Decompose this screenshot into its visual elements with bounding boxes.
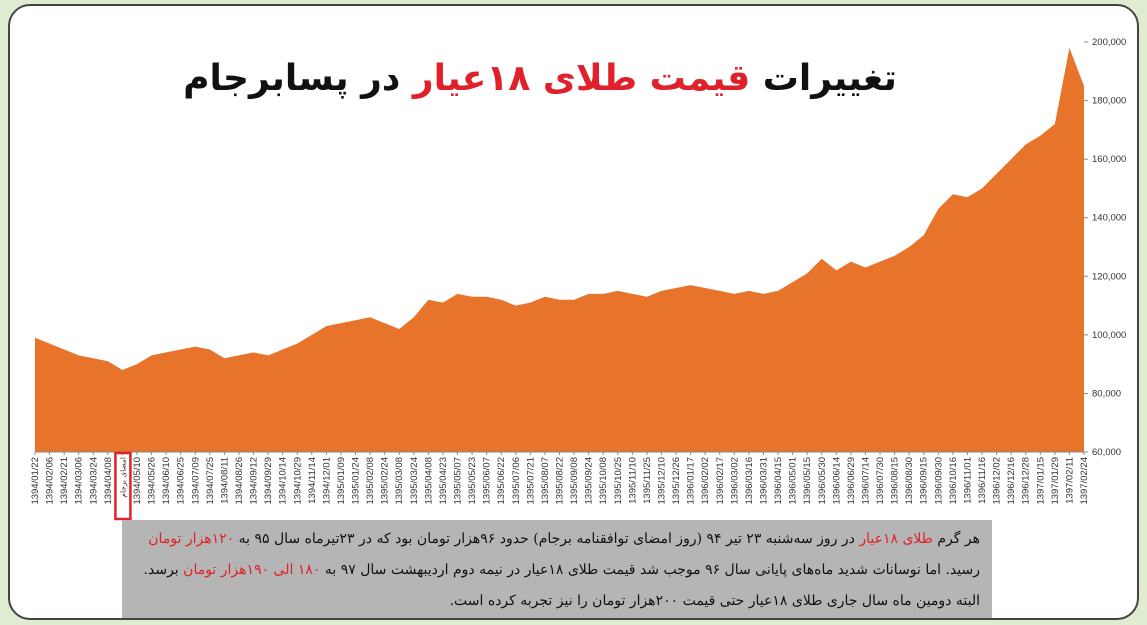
y-tick-label: 100,000 [1092, 330, 1126, 341]
x-tick-label: 1394/05/10 [132, 457, 143, 505]
x-tick-label: 1395/07/21 [525, 457, 536, 505]
x-tick-label: 1395/08/22 [555, 457, 566, 505]
x-tick-label: 1395/11/10 [627, 457, 638, 504]
x-tick-label: 1395/02/08 [365, 457, 376, 505]
x-tick-label: 1397/02/24 [1079, 457, 1090, 505]
x-tick-label: 1397/01/29 [1050, 457, 1061, 505]
y-tick-label: 180,000 [1092, 96, 1126, 107]
x-tick-label: 1394/02/06 [45, 457, 56, 505]
chart-title: تغییرات قیمت طلای ۱۸عیار در پسابرجام [160, 58, 920, 99]
x-tick-label: 1397/01/15 [1035, 457, 1046, 505]
x-tick-label: 1395/08/07 [540, 457, 551, 505]
x-tick-label: امضای برجام [118, 457, 127, 498]
x-tick-label: 1394/10/29 [292, 457, 303, 505]
x-tick-label: 1396/02/17 [715, 457, 726, 505]
x-tick-label: 1395/03/24 [409, 457, 420, 505]
x-tick-label: 1395/10/08 [598, 457, 609, 505]
panel: 60,000 80,000 100,000 120,000 140,000 160,000… [8, 4, 1139, 620]
area [35, 47, 1084, 452]
x-tick-label: 1396/12/02 [992, 457, 1003, 505]
title-segment: در پسابرجام [183, 58, 413, 99]
x-tick-label: 1394/05/26 [147, 457, 158, 505]
x-tick-label: 1396/03/31 [758, 457, 769, 505]
caption-segment: ۱۸۰ الی ۱۹۰هزار تومان [183, 562, 321, 578]
x-tick-label: 1394/11/14 [307, 457, 318, 504]
x-tick-label: 1394/03/24 [88, 457, 99, 505]
x-tick-label: 1395/09/08 [569, 457, 580, 505]
x-tick-label: 1396/08/15 [890, 457, 901, 505]
x-tick-label: 1396/08/30 [904, 457, 915, 505]
x-tick-label: 1396/06/14 [831, 457, 842, 505]
x-tick-label: 1394/07/25 [205, 457, 216, 505]
x-tick-label: 1394/10/14 [278, 457, 289, 505]
x-tick-label: 1395/06/07 [482, 457, 493, 505]
x-tick-label: 1397/02/11 [1064, 457, 1075, 504]
x-tick-label: 1395/02/24 [380, 457, 391, 505]
x-tick-label: 1396/05/30 [817, 457, 828, 505]
x-tick-label: 1395/09/24 [584, 457, 595, 505]
x-tick-label: 1395/07/06 [511, 457, 522, 505]
x-tick-label: 1396/04/15 [773, 457, 784, 505]
x-tick-label: 1396/12/28 [1021, 457, 1032, 505]
x-tick-label: 1396/11/16 [977, 457, 988, 504]
y-tick-label: 160,000 [1092, 154, 1126, 165]
x-tick-label: 1395/01/09 [336, 457, 347, 505]
x-tick-label: 1394/09/12 [249, 457, 260, 505]
x-tick-label: 1394/04/08 [103, 457, 114, 505]
y-tick-label: 120,000 [1092, 271, 1126, 282]
caption: هر گرم طلای ۱۸عیار در روز سه‌شنبه ۲۳ تیر… [122, 520, 992, 618]
x-tick-label: 1396/06/29 [846, 457, 857, 505]
x-tick-label: 1394/09/29 [263, 457, 274, 505]
x-tick-label: 1395/01/24 [351, 457, 362, 505]
x-tick-label: 1395/03/08 [394, 457, 405, 505]
caption-segment: طلای ۱۸عیار [859, 531, 933, 547]
x-tick-label: 1396/09/30 [933, 457, 944, 505]
caption-segment: رسید. اما نوسانات شدید ماه‌های پایانی سا… [143, 531, 980, 578]
highlight-box [114, 451, 132, 521]
x-tick-label: 1394/03/06 [74, 457, 85, 505]
x-tick-label: 1396/09/15 [919, 457, 930, 505]
x-tick-label: 1395/05/07 [453, 457, 464, 505]
x-tick-label: 1396/03/02 [729, 457, 740, 505]
y-tick-label: 80,000 [1092, 388, 1121, 399]
x-tick-label: 1394/01/22 [30, 457, 41, 505]
y-tick-label: 60,000 [1092, 447, 1121, 458]
x-tick-label: 1395/05/23 [467, 457, 478, 505]
x-tick-label: 1394/08/11 [219, 457, 230, 504]
x-tick-label: 1396/05/15 [802, 457, 813, 505]
x-tick-label: 1395/04/23 [438, 457, 449, 505]
x-tick-label: 1395/12/10 [656, 457, 667, 505]
x-tick-label: 1396/07/14 [860, 457, 871, 505]
caption-segment: هر گرم [932, 531, 980, 547]
x-tick-label: 1394/06/25 [176, 457, 187, 505]
caption-segment: برسد. البته دومین ماه سال جاری طلای ۱۸عی… [139, 562, 980, 609]
title-segment: قیمت طلای ۱۸عیار [412, 58, 751, 99]
caption-segment: ۱۲۰هزار تومان [148, 531, 235, 547]
x-tick-label: 1394/02/21 [59, 457, 70, 505]
caption-segment: در روز سه‌شنبه ۲۳ تیر ۹۴ (روز امضای تواف… [234, 531, 860, 547]
x-tick-label: 1396/11/01 [962, 457, 973, 504]
x-tick-label: 1395/04/08 [423, 457, 434, 505]
x-tick-label: 1396/07/30 [875, 457, 886, 505]
x-tick-label: 1394/08/26 [234, 457, 245, 505]
x-tick-label: 1396/10/16 [948, 457, 959, 505]
x-tick-label: 1396/02/02 [700, 457, 711, 505]
x-tick-label: 1396/03/16 [744, 457, 755, 505]
x-tick-label: 1394/06/10 [161, 457, 172, 505]
x-tick-label: 1396/05/01 [788, 457, 799, 505]
title-segment: تغییرات [750, 58, 897, 99]
y-tick-label: 140,000 [1092, 213, 1126, 224]
x-tick-label: 1395/11/25 [642, 457, 653, 504]
x-tick-label: 1395/06/22 [496, 457, 507, 505]
x-tick-label: 1395/12/26 [671, 457, 682, 505]
chart: 60,000 80,000 100,000 120,000 140,000 160,000… [30, 37, 1126, 521]
x-tick-label: 1395/10/25 [613, 457, 624, 505]
x-tick-label: 1394/07/09 [190, 457, 201, 505]
x-tick-label: 1396/01/17 [686, 457, 697, 505]
x-tick-label: 1394/12/01 [321, 457, 332, 505]
y-tick-label: 200,000 [1092, 37, 1126, 48]
x-tick-label: 1396/12/16 [1006, 457, 1017, 505]
